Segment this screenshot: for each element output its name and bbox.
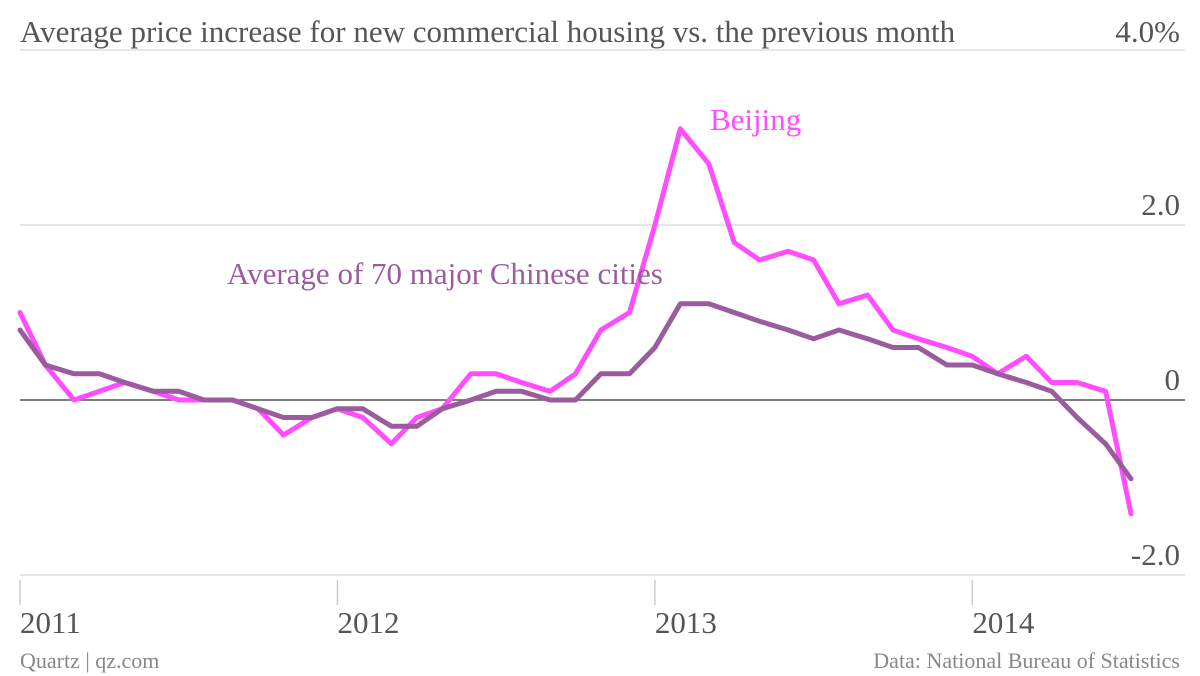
series-label: Average of 70 major Chinese cities: [227, 256, 663, 291]
series-label: Beijing: [710, 102, 801, 137]
chart-title: Average price increase for new commercia…: [20, 14, 956, 49]
x-tick-label: 2013: [655, 605, 717, 640]
y-tick-label: 0: [1165, 362, 1181, 397]
x-tick-label: 2014: [972, 605, 1035, 640]
series-line: [17, 126, 1134, 517]
y-tick-label: 2.0: [1141, 187, 1180, 222]
y-tick-label: -2.0: [1131, 537, 1180, 572]
credit: Quartz | qz.com: [20, 648, 159, 673]
x-tick-label: 2012: [337, 605, 399, 640]
y-tick-label: 4.0%: [1115, 14, 1180, 49]
x-tick-label: 2011: [20, 605, 81, 640]
source: Data: National Bureau of Statistics: [873, 648, 1180, 673]
series-line: [17, 301, 1134, 482]
